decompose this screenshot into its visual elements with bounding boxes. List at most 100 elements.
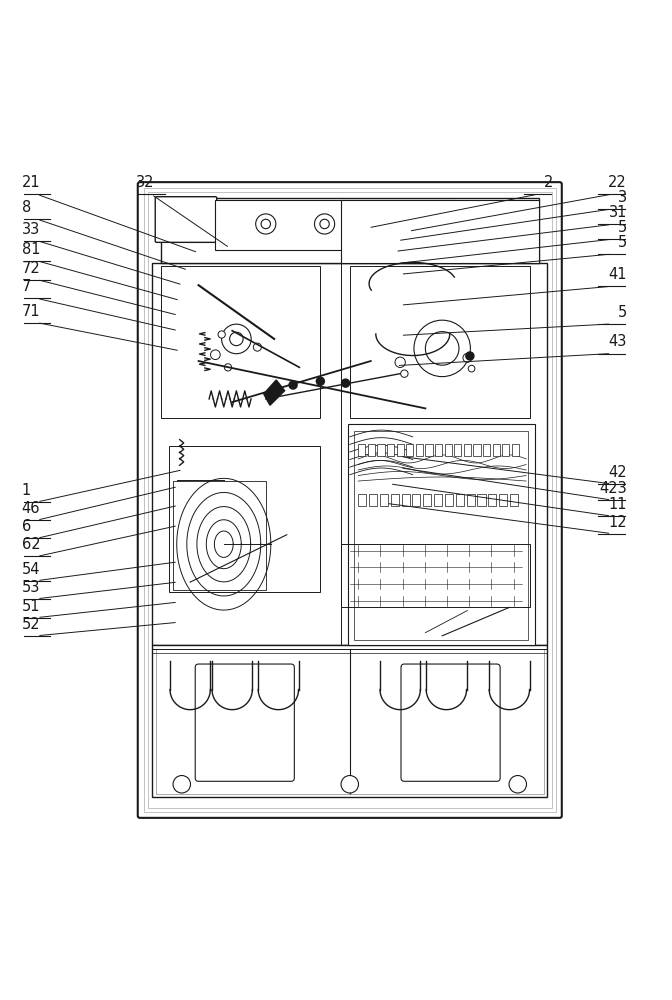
Circle shape [468,365,475,372]
Bar [406,444,413,456]
Bar [215,200,455,250]
Circle shape [341,776,358,793]
Circle shape [463,353,472,362]
Circle shape [173,776,190,793]
Circle shape [414,320,470,377]
Bar [473,444,480,456]
Bar [466,494,474,506]
Bar [483,444,490,456]
Text: 42: 42 [608,465,627,480]
Text: 7: 7 [22,279,31,294]
Polygon shape [263,380,285,405]
Text: 62: 62 [22,537,40,552]
Bar [161,198,539,263]
Bar [416,444,423,456]
Bar [173,481,265,590]
Bar [153,263,547,645]
Circle shape [255,214,276,234]
Bar [378,444,384,456]
Bar [477,494,486,506]
Bar [489,494,497,506]
Bar [358,444,366,456]
Bar [358,494,366,506]
Bar [445,444,452,456]
Bar [445,494,453,506]
Circle shape [425,332,459,365]
Bar [341,200,539,263]
Bar [423,494,431,506]
Text: 46: 46 [22,501,40,516]
Bar [153,645,547,797]
Text: 12: 12 [608,515,627,530]
Bar [390,494,398,506]
Bar [341,263,547,645]
Text: 41: 41 [608,267,627,282]
Bar [512,444,519,456]
Bar [396,444,404,456]
Circle shape [218,331,225,338]
Bar [464,444,471,456]
Text: 2: 2 [544,175,553,190]
Bar [435,444,442,456]
Bar [387,444,394,456]
Circle shape [466,352,474,360]
Text: 52: 52 [22,617,40,632]
FancyBboxPatch shape [155,197,216,242]
Circle shape [289,381,297,389]
Text: 5: 5 [618,235,627,250]
Bar [349,266,530,418]
Bar [499,494,507,506]
Bar [144,188,556,812]
Text: 6: 6 [22,519,31,534]
Bar [454,444,462,456]
Text: 5: 5 [618,220,627,235]
Bar [354,431,528,640]
Circle shape [253,343,261,351]
Circle shape [509,776,526,793]
Circle shape [230,332,243,346]
Bar [156,649,544,794]
Text: 21: 21 [22,175,40,190]
Bar [425,444,433,456]
Circle shape [401,370,408,377]
Text: 423: 423 [599,481,627,496]
Text: 33: 33 [22,222,40,237]
Bar [369,494,377,506]
Circle shape [317,377,325,385]
Bar [493,444,500,456]
Text: 31: 31 [609,205,627,220]
Bar [402,494,410,506]
Circle shape [224,364,232,371]
Text: 43: 43 [609,334,627,349]
Text: 72: 72 [22,261,40,276]
Bar [148,192,552,808]
Circle shape [314,214,335,234]
Circle shape [222,324,251,354]
Text: 53: 53 [22,580,40,595]
Text: 71: 71 [22,304,40,319]
Text: 5: 5 [618,305,627,320]
Bar [510,494,518,506]
Text: 81: 81 [22,242,40,257]
Bar [368,444,375,456]
Bar [341,544,530,607]
Bar [434,494,442,506]
Bar [502,444,509,456]
Bar [347,424,534,645]
Text: 54: 54 [22,562,40,577]
Circle shape [341,379,349,387]
Text: 22: 22 [608,175,627,190]
FancyBboxPatch shape [138,182,562,818]
Bar [169,446,321,592]
Text: 51: 51 [22,599,40,614]
Circle shape [320,219,329,229]
Bar [380,494,388,506]
Text: 11: 11 [608,497,627,512]
Text: 3: 3 [618,190,627,205]
Bar [153,263,341,645]
Text: 8: 8 [22,200,31,215]
Text: 1: 1 [22,483,31,498]
Bar [413,494,421,506]
Circle shape [210,350,220,360]
Bar [456,494,464,506]
